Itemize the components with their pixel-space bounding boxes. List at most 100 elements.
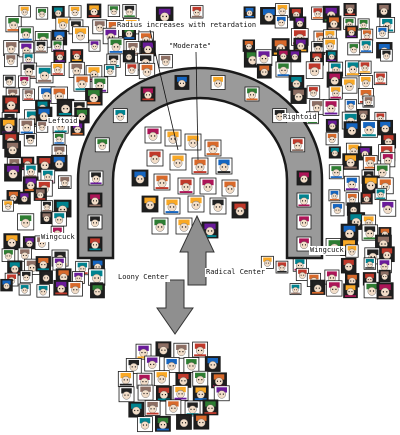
moderate-label: "Moderate"	[168, 42, 213, 51]
avatar-icon	[23, 163, 39, 179]
avatar-icon	[40, 200, 54, 213]
avatar-icon	[275, 260, 289, 274]
loony-avatar-icon	[192, 341, 208, 358]
avatar-icon	[256, 63, 272, 79]
avatar-icon	[51, 211, 67, 227]
moderate-avatar-icon	[209, 197, 227, 215]
avatar-icon	[51, 39, 64, 53]
avatar-icon	[17, 247, 32, 262]
loony-avatar-icon	[173, 342, 190, 359]
avatar-icon	[362, 155, 378, 170]
loony-avatar-icon	[144, 355, 161, 372]
avatar-icon	[377, 258, 392, 274]
loony-center-label: Loony Center	[117, 273, 170, 282]
moderate-cluster	[131, 126, 249, 239]
avatar-icon	[125, 62, 139, 76]
avatar-icon	[50, 62, 65, 77]
avatar-icon	[344, 99, 358, 112]
loony-avatar-icon	[144, 400, 161, 416]
moderate-avatar-icon	[153, 173, 171, 191]
loony-center-cluster	[117, 341, 230, 433]
avatar-icon	[58, 175, 72, 189]
arch-avatar-icon	[296, 192, 312, 208]
avatar-icon	[360, 119, 378, 138]
avatar-icon	[2, 95, 20, 114]
avatar-icon	[330, 202, 345, 217]
loony-avatar-icon	[193, 413, 210, 430]
loony-avatar-icon	[155, 385, 172, 402]
avatar-icon	[360, 192, 373, 205]
avatar-icon	[356, 108, 370, 122]
moderate-avatar-icon	[177, 177, 195, 195]
avatar-icon	[311, 6, 325, 20]
avatar-icon	[90, 283, 105, 299]
avatar-icon	[344, 60, 361, 77]
arch-avatar-icon	[140, 86, 156, 102]
avatar-icon	[340, 257, 357, 274]
avatar-icon	[373, 71, 388, 86]
avatar-icon	[376, 282, 394, 300]
avatar-icon	[53, 279, 69, 296]
avatar-icon	[2, 199, 15, 212]
loony-avatar-icon	[136, 372, 153, 389]
avatar-icon	[325, 118, 339, 132]
avatar-icon	[4, 140, 21, 158]
avatar-icon	[343, 283, 358, 299]
moderate-avatar-icon	[141, 195, 159, 213]
moderate-avatar-icon	[221, 179, 239, 197]
avatar-icon	[53, 50, 67, 63]
avatar-icon	[88, 39, 101, 52]
avatar-icon	[18, 118, 35, 135]
avatar-icon	[103, 64, 117, 77]
arch-avatars	[87, 75, 312, 252]
arch-avatar-icon	[88, 170, 104, 186]
avatar-icon	[260, 255, 274, 269]
avatar-icon	[85, 88, 103, 106]
avatar-icon	[155, 6, 174, 25]
horseshoe-arch	[76, 66, 324, 260]
avatar-icon	[92, 19, 108, 35]
avatar-icon	[34, 40, 48, 54]
arch-avatar-icon	[210, 75, 226, 90]
avatar-icon	[328, 189, 341, 202]
avatar-icon	[86, 3, 102, 19]
avatar-icon	[380, 49, 393, 62]
arch-avatar-icon	[290, 137, 306, 153]
avatar-icon	[1, 248, 16, 262]
moderate-avatar-icon	[184, 133, 202, 151]
avatar-icon	[328, 85, 343, 100]
avatar-icon	[340, 223, 359, 242]
avatar-icon	[242, 39, 256, 52]
arch-avatar-icon	[94, 137, 110, 153]
loony-avatar-icon	[128, 401, 145, 418]
moderate-avatar-icon	[215, 157, 233, 175]
avatar-icon	[306, 85, 321, 99]
avatar-icon	[39, 270, 53, 284]
avatar-icon	[52, 132, 66, 145]
avatar-icon	[379, 199, 397, 217]
avatar-icon	[362, 95, 375, 108]
avatar-icon	[73, 74, 91, 92]
radical-center-arrow	[179, 214, 215, 286]
loony-avatar-icon	[137, 416, 153, 433]
avatar-icon	[345, 25, 358, 39]
avatar-icon	[295, 267, 309, 281]
avatar-icon	[345, 244, 359, 258]
loony-avatar-icon	[183, 357, 200, 373]
avatar-icon	[2, 74, 16, 88]
avatar-icon	[51, 5, 65, 19]
avatar-icon	[293, 16, 307, 30]
arch-avatar-icon	[87, 236, 103, 252]
arch-avatar-icon	[87, 214, 103, 230]
avatar-icon	[363, 281, 381, 299]
avatar-icon	[311, 41, 325, 55]
radical-center-label: Radical Center	[205, 268, 267, 277]
avatar-icon	[290, 87, 307, 104]
avatar-icon	[7, 260, 23, 276]
moderate-avatar-icon	[204, 139, 222, 157]
moderate-avatar-icon	[175, 217, 193, 235]
moderate-avatar-icon	[144, 126, 162, 144]
moderate-avatar-icon	[163, 197, 181, 215]
avatar-icon	[17, 213, 35, 231]
